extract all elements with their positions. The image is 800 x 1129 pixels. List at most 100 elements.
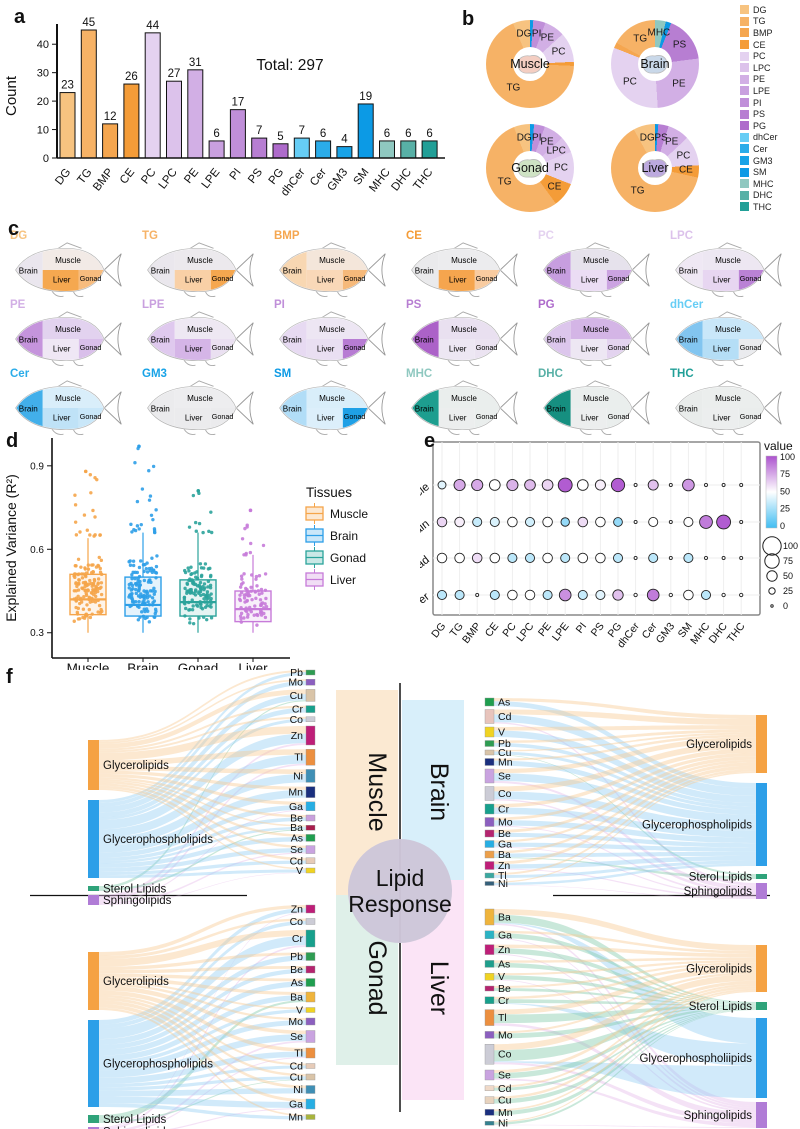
- region-brain: [542, 388, 571, 428]
- flow-Glycerophospholipids-Cu: [494, 751, 756, 810]
- brain-label: Brain: [415, 405, 434, 414]
- jitter-point: [197, 591, 201, 596]
- muscle-label: Muscle: [583, 325, 609, 334]
- node-V: [484, 973, 495, 981]
- jitter-point: [182, 596, 187, 600]
- label: Pb: [290, 951, 303, 963]
- flow-Sterol-Lipids-Ba: [494, 857, 756, 879]
- bubble-gonad-DHC: [721, 556, 726, 560]
- label: Ga: [289, 801, 303, 813]
- fish-LPE: LPE Brain Muscle Liver Gonad: [136, 299, 268, 369]
- fish-diagram: Brain Muscle Liver Gonad: [674, 380, 782, 436]
- jitter-point: [240, 577, 244, 581]
- flow-Glycerolipids-Se: [99, 985, 306, 1035]
- legend-swatch: [740, 63, 749, 73]
- jitter-point: [98, 566, 102, 571]
- jitter-point: [187, 569, 191, 573]
- label: 75: [783, 556, 793, 566]
- label: 30: [37, 68, 49, 80]
- bar-DG: [59, 92, 76, 159]
- bar-GM3: [336, 146, 353, 159]
- flow-Sterol-Lipids-Cd: [494, 1008, 756, 1091]
- label: Glycerolipids: [686, 739, 752, 751]
- liver-label: Liver: [581, 345, 599, 354]
- muscle-organ-icon: [517, 55, 543, 74]
- bubble-brain-PI: [577, 516, 589, 528]
- flow-Sphingolipids-Ga: [494, 846, 756, 897]
- flow-Glycerolipids-Co: [99, 918, 306, 960]
- flow-Sterol-Lipids-Cu: [494, 1008, 756, 1104]
- jitter-point: [147, 498, 152, 502]
- max-point: [137, 444, 141, 449]
- legend-swatch: [740, 121, 749, 131]
- flow-Sterol-Lipids-Tl: [494, 1005, 756, 1024]
- bubble-gonad-PS: [595, 552, 606, 564]
- jitter-point: [153, 570, 158, 575]
- jitter-point: [129, 588, 134, 592]
- flow-Sterol-Lipids-Se: [494, 1007, 756, 1079]
- jitter-point: [76, 606, 81, 611]
- flow-Glycerolipids-V: [99, 788, 306, 870]
- jitter-point: [261, 543, 266, 548]
- jitter-point: [152, 599, 157, 603]
- tail-fin: [499, 391, 518, 425]
- label: DHC: [707, 620, 731, 646]
- jitter-point: [146, 600, 150, 604]
- flow-Glycerophospholipids-Be: [99, 968, 306, 1050]
- jitter-point: [238, 593, 242, 597]
- tail-fin: [103, 322, 122, 356]
- label: Pb: [290, 667, 303, 679]
- node-Mn: [484, 758, 495, 766]
- label: Glycerolipids: [686, 964, 752, 976]
- node-Glycerophospholiipids: [756, 1018, 767, 1098]
- label: Be: [498, 983, 511, 995]
- brain-label: Brain: [151, 267, 170, 276]
- flow-Sphingolipids-Cr: [99, 945, 306, 1129]
- label: Zn: [291, 730, 303, 742]
- bubble-gonad-CE: [489, 552, 501, 564]
- label: Liver: [238, 661, 268, 670]
- flow-Glycerophospholipids-Ga: [99, 1096, 306, 1108]
- legend-label: THC: [753, 201, 772, 212]
- tail-fin: [235, 322, 254, 356]
- jitter-point: [151, 568, 156, 572]
- label: 50: [780, 486, 790, 496]
- jitter-point: [129, 522, 133, 527]
- bar-THC: [421, 140, 438, 159]
- jitter-point: [201, 592, 206, 597]
- dorsal-fin: [187, 380, 214, 389]
- label: dhCer: [279, 166, 308, 198]
- fish-diagram: Brain Muscle Liver Gonad: [14, 242, 122, 298]
- legend-label: PE: [753, 74, 766, 85]
- node-Ni: [305, 769, 316, 783]
- jitter-point: [89, 491, 93, 495]
- flow-Glycerophospholipids-Ba: [99, 826, 306, 864]
- node-Ba: [484, 850, 495, 859]
- label: Tl: [498, 1012, 507, 1024]
- legend-item-THC: THC: [740, 201, 778, 213]
- muscle-label: Muscle: [319, 394, 345, 403]
- label: Ni: [498, 1118, 508, 1129]
- label: 100: [783, 541, 798, 551]
- ventral-fins: [579, 359, 612, 367]
- flow-Sphingolipids-Ni: [494, 1124, 756, 1128]
- jitter-point: [93, 533, 97, 537]
- muscle-label: Muscle: [187, 325, 213, 334]
- liver-label: Liver: [713, 345, 731, 354]
- fish-dhCer: dhCer Brain Muscle Liver Gonad: [664, 299, 796, 369]
- flow-Glycerolipids-Cu: [99, 689, 306, 749]
- flow-Glycerolipids-Mn: [99, 770, 306, 790]
- node-Tl: [305, 748, 316, 766]
- max-point: [248, 508, 253, 513]
- label: Be: [290, 964, 303, 976]
- flow-Glycerophospholipids-Ga: [99, 804, 306, 858]
- label: Ba: [498, 912, 511, 924]
- label: DG: [53, 166, 73, 187]
- node-Mn: [305, 786, 316, 798]
- jitter-point: [73, 493, 77, 497]
- fish-class-label: PI: [274, 299, 285, 311]
- donut-hole-organ: [513, 47, 547, 81]
- jitter-point: [86, 588, 90, 593]
- ventral-fins: [447, 428, 480, 436]
